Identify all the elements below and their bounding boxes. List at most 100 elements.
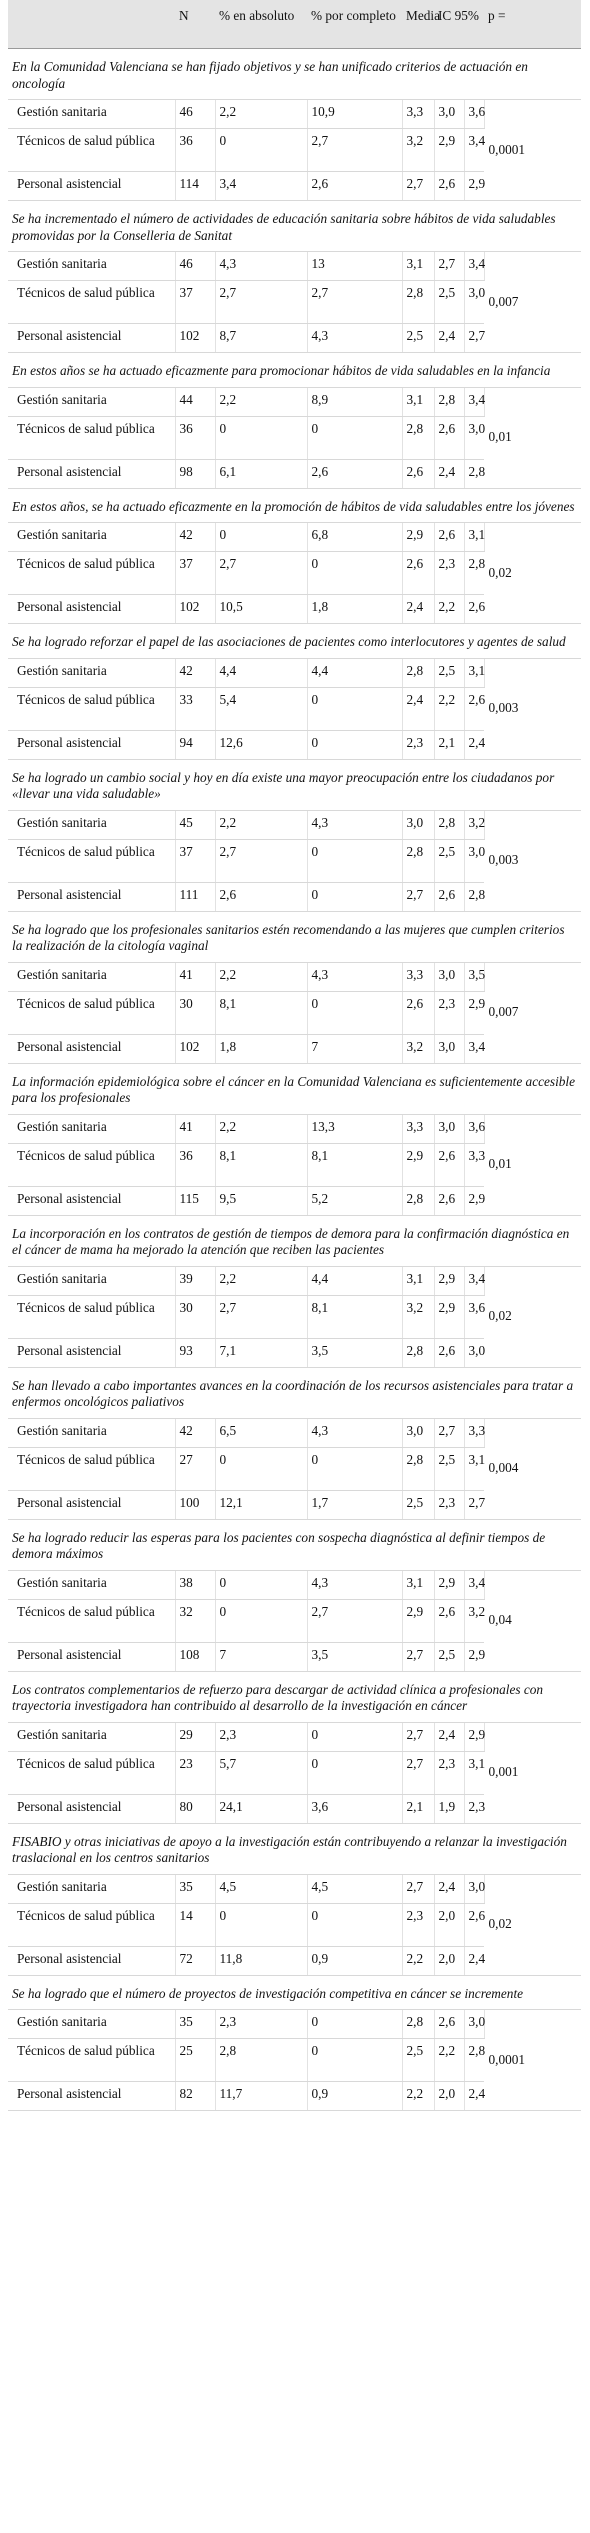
media-cell: 2,6 (402, 551, 435, 595)
pct-completo-cell: 0 (307, 1903, 403, 1947)
group-cell: Gestión sanitaria (8, 251, 176, 281)
media-cell: 2,2 (402, 2081, 435, 2111)
n-cell: 80 (175, 1794, 216, 1824)
ic-lower-cell: 2,9 (434, 1570, 465, 1600)
table-row: Personal asistencial 108 7 3,5 2,7 2,5 2,9 (8, 1642, 581, 1672)
ic-lower-cell: 2,6 (434, 416, 465, 460)
pct-absoluto-cell: 1,8 (215, 1034, 308, 1064)
table-row: Personal asistencial 114 3,4 2,6 2,7 2,6 2,9 (8, 171, 581, 201)
question-text: Se ha logrado un cambio social y hoy en … (8, 759, 581, 811)
pct-completo-cell: 5,2 (307, 1186, 403, 1216)
n-cell: 102 (175, 1034, 216, 1064)
ic-upper-cell: 2,6 (464, 1903, 485, 1947)
media-cell: 2,6 (402, 991, 435, 1035)
header-group (8, 0, 175, 49)
pct-completo-cell: 1,7 (307, 1490, 403, 1520)
pct-absoluto-cell: 0 (215, 1903, 308, 1947)
p-value-cell: 0,01 (484, 1114, 581, 1216)
pct-completo-cell: 4,3 (307, 1418, 403, 1448)
table-row: Técnicos de salud pública 27 0 0 2,8 2,5 3,1 (8, 1447, 581, 1491)
group-cell: Gestión sanitaria (8, 99, 176, 129)
question-row: Se han llevado a cabo importantes avance… (8, 1367, 581, 1419)
pct-completo-cell: 0 (307, 687, 403, 731)
pct-completo-cell: 13 (307, 251, 403, 281)
media-cell: 3,0 (402, 810, 435, 840)
ic-upper-cell: 3,0 (464, 1874, 485, 1904)
media-cell: 2,8 (402, 1186, 435, 1216)
n-cell: 72 (175, 1946, 216, 1976)
media-cell: 2,8 (402, 2009, 435, 2039)
ic-lower-cell: 2,4 (434, 323, 465, 353)
pct-completo-cell: 4,4 (307, 658, 403, 688)
group-cell: Personal asistencial (8, 459, 176, 489)
group-cell: Técnicos de salud pública (8, 991, 176, 1035)
ic-lower-cell: 2,6 (434, 1186, 465, 1216)
ic-lower-cell: 2,6 (434, 1338, 465, 1368)
n-cell: 25 (175, 2038, 216, 2082)
group-cell: Técnicos de salud pública (8, 1751, 176, 1795)
group-cell: Personal asistencial (8, 323, 176, 353)
n-cell: 35 (175, 2009, 216, 2039)
header-n: N (175, 0, 215, 49)
ic-lower-cell: 2,3 (434, 551, 465, 595)
ic-upper-cell: 2,9 (464, 171, 485, 201)
group-cell: Personal asistencial (8, 171, 176, 201)
ic-upper-cell: 2,8 (464, 551, 485, 595)
question-text: Se ha incrementado el número de activida… (8, 200, 581, 252)
media-cell: 2,8 (402, 416, 435, 460)
media-cell: 2,4 (402, 687, 435, 731)
p-value-cell: 0,0001 (484, 2009, 581, 2111)
pct-absoluto-cell: 8,1 (215, 1143, 308, 1187)
question-text: Se ha logrado reforzar el papel de las a… (8, 623, 581, 659)
pct-absoluto-cell: 24,1 (215, 1794, 308, 1824)
n-cell: 44 (175, 387, 216, 417)
ic-upper-cell: 3,1 (464, 1447, 485, 1491)
group-cell: Personal asistencial (8, 2081, 176, 2111)
ic-lower-cell: 3,0 (434, 99, 465, 129)
pct-absoluto-cell: 2,3 (215, 1722, 308, 1752)
pct-completo-cell: 8,1 (307, 1295, 403, 1339)
n-cell: 38 (175, 1570, 216, 1600)
ic-upper-cell: 3,5 (464, 962, 485, 992)
ic-lower-cell: 2,2 (434, 687, 465, 731)
pct-absoluto-cell: 6,5 (215, 1418, 308, 1448)
ic-upper-cell: 3,0 (464, 839, 485, 883)
n-cell: 29 (175, 1722, 216, 1752)
ic-lower-cell: 2,7 (434, 1418, 465, 1448)
pct-completo-cell: 2,7 (307, 1599, 403, 1643)
pct-absoluto-cell: 2,8 (215, 2038, 308, 2082)
ic-lower-cell: 2,6 (434, 2009, 465, 2039)
n-cell: 36 (175, 416, 216, 460)
n-cell: 35 (175, 1874, 216, 1904)
question-text: La información epidemiológica sobre el c… (8, 1063, 581, 1115)
question-row: La información epidemiológica sobre el c… (8, 1063, 581, 1115)
media-cell: 3,0 (402, 1418, 435, 1448)
group-cell: Gestión sanitaria (8, 387, 176, 417)
media-cell: 3,2 (402, 128, 435, 172)
table-row: Personal asistencial 98 6,1 2,6 2,6 2,4 2,8 (8, 459, 581, 489)
pct-absoluto-cell: 6,1 (215, 459, 308, 489)
header-media: Media (402, 0, 440, 49)
pct-absoluto-cell: 2,7 (215, 839, 308, 883)
question-text: FISABIO y otras iniciativas de apoyo a l… (8, 1823, 581, 1875)
media-cell: 3,3 (402, 1114, 435, 1144)
table-row: Gestión sanitaria 35 2,3 0 2,8 2,6 3,0 0,0001 (8, 2009, 581, 2111)
results-table-container: N % en absoluto % por completo Media IC … (8, 0, 581, 2111)
media-cell: 2,7 (402, 1642, 435, 1672)
table-row: Personal asistencial 111 2,6 0 2,7 2,6 2,8 (8, 882, 581, 912)
ic-upper-cell: 2,9 (464, 1722, 485, 1752)
group-cell: Personal asistencial (8, 1946, 176, 1976)
media-cell: 2,7 (402, 171, 435, 201)
pct-completo-cell: 0 (307, 551, 403, 595)
header-pct-completo: % por completo (307, 0, 402, 49)
pct-completo-cell: 4,4 (307, 1266, 403, 1296)
table-row: Personal asistencial 115 9,5 5,2 2,8 2,6 2,9 (8, 1186, 581, 1216)
header-row: N % en absoluto % por completo Media IC … (8, 0, 581, 49)
pct-completo-cell: 8,9 (307, 387, 403, 417)
pct-completo-cell: 0 (307, 1751, 403, 1795)
question-text: Los contratos complementarios de refuerz… (8, 1671, 581, 1723)
ic-upper-cell: 3,1 (464, 1751, 485, 1795)
group-cell: Personal asistencial (8, 1338, 176, 1368)
p-value-cell: 0,02 (484, 522, 581, 624)
table-row: Técnicos de salud pública 25 2,8 0 2,5 2,2 2,8 (8, 2038, 581, 2082)
